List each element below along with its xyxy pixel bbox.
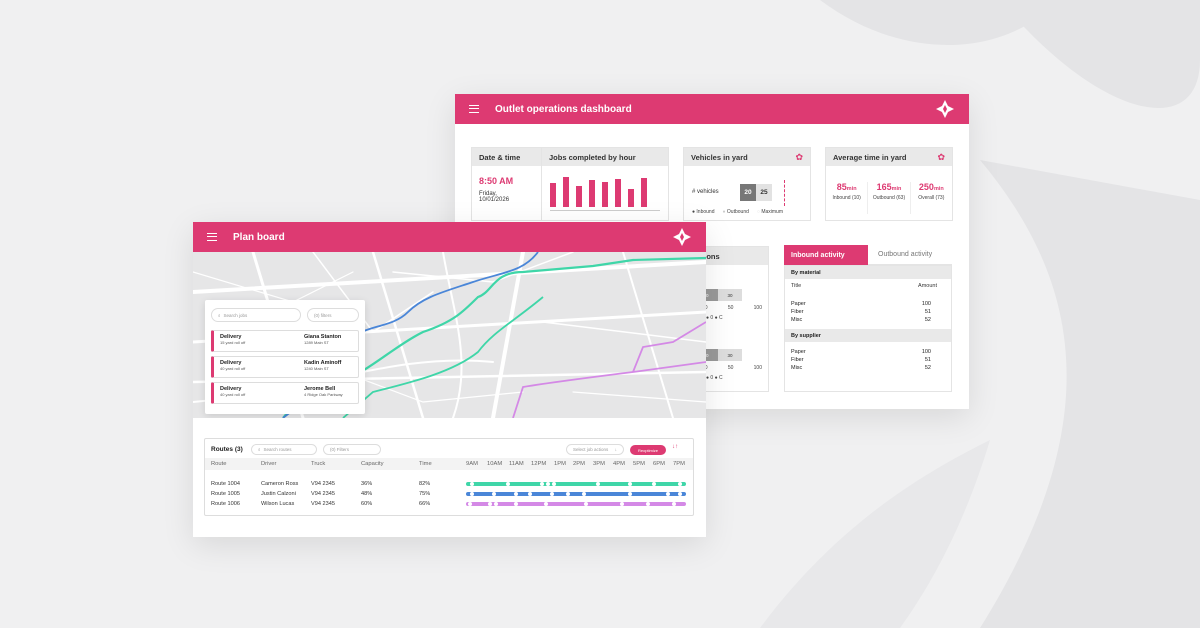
plan-board-window: Plan board	[193, 222, 706, 537]
vehicles-label: # vehicles	[692, 189, 719, 195]
tab-inbound-activity[interactable]: Inbound activity	[784, 245, 868, 265]
legend-inbound: ● Inbound	[692, 209, 715, 215]
col-capacity: Capacity	[361, 461, 384, 467]
vehicles-legend: ● Inbound ● Outbound ○ Maximum	[692, 209, 783, 215]
vehicles-card: Vehicles in yard ✿ # vehicles 20 25 ● Inb…	[683, 147, 811, 221]
jobs-completed-card: Jobs completed by hour	[541, 147, 669, 221]
legend-outbound: ● Outbound	[722, 209, 749, 215]
job-card[interactable]: Delivery 15 yard roll off Giana Stanton 12…	[211, 330, 359, 352]
supplier-rows: Paper 100 Fiber 51 Misc 52	[791, 349, 931, 371]
routes-panel: Routes (3) ⌕ Search routes (0) Filters Se…	[204, 438, 694, 516]
avg-time-card: Average time in yard ✿ 85min Inbound (10)…	[825, 147, 953, 221]
avg-inbound: 85min Inbound (10)	[826, 182, 869, 214]
chevron-down-icon: ↓	[614, 447, 617, 452]
col-time: Time	[419, 461, 432, 467]
timeline-bar-1005[interactable]	[466, 492, 686, 496]
sort-icon[interactable]: ↓↑	[672, 444, 678, 450]
search-icon: ⌕	[218, 312, 221, 318]
search-routes-input[interactable]: ⌕ Search routes	[251, 444, 317, 455]
job-card[interactable]: Delivery 40 yard roll off Jerome Bell 4 Ri…	[211, 382, 359, 404]
plan-title: Plan board	[233, 231, 285, 243]
vehicles-outbound-value: 25	[756, 184, 772, 201]
vehicles-inbound-value: 20	[740, 184, 756, 201]
jobs-bar-chart	[550, 177, 660, 211]
activity-panel: Inbound activity Outbound activity By ma…	[784, 245, 952, 392]
legend-maximum: ○ Maximum	[756, 209, 783, 215]
menu-icon[interactable]	[469, 105, 479, 113]
jobs-completed-title: Jobs completed by hour	[549, 152, 636, 162]
timeline-bar-1004[interactable]	[466, 482, 686, 486]
route-purple-path	[512, 361, 706, 418]
by-material-header: By material	[785, 266, 951, 279]
plan-header: Plan board	[193, 222, 706, 252]
routes-title: Routes (3)	[211, 446, 243, 453]
job-filters-button[interactable]: (0) filters	[307, 308, 359, 322]
job-actions-select[interactable]: Select job actions ↓	[566, 444, 624, 455]
by-supplier-header: By supplier	[785, 329, 951, 342]
col-route: Route	[211, 461, 227, 467]
vehicles-max-line	[784, 180, 785, 206]
settings-gear-icon[interactable]: ✿	[937, 151, 945, 162]
tab-outbound-activity[interactable]: Outbound activity	[868, 245, 952, 265]
job-card[interactable]: Delivery 40 yard roll off Kadin Aminoff 12…	[211, 356, 359, 378]
menu-icon[interactable]	[207, 233, 217, 241]
col-driver: Driver	[261, 461, 277, 467]
jobs-panel: ⌕ Search jobs (0) filters Delivery 15 yard…	[205, 300, 365, 414]
settings-gear-icon[interactable]: ✿	[795, 151, 803, 162]
current-time: 8:50 AM	[479, 176, 514, 186]
current-date: 10/01/2026	[479, 197, 510, 203]
dashboard-header: Outlet operations dashboard	[455, 94, 969, 124]
routes-filters-button[interactable]: (0) Filters	[323, 444, 381, 455]
timeline-bar-1006[interactable]	[466, 502, 686, 506]
col-truck: Truck	[311, 461, 326, 467]
search-jobs-input[interactable]: ⌕ Search jobs	[211, 308, 301, 322]
avg-overall: 250min Overall (73)	[918, 182, 945, 201]
brand-logo-icon	[673, 228, 691, 246]
dashboard-title: Outlet operations dashboard	[495, 103, 632, 115]
vehicles-title: Vehicles in yard	[691, 152, 748, 162]
route-map[interactable]: ⌕ Search jobs (0) filters Delivery 15 yard…	[193, 252, 706, 418]
date-time-title: Date & time	[479, 152, 521, 162]
brand-logo-icon	[936, 100, 954, 118]
search-icon: ⌕	[258, 447, 261, 452]
exceptions-title: eptions	[693, 251, 720, 261]
reoptimize-button[interactable]: Reoptimize	[630, 445, 666, 455]
current-day: Friday,	[479, 191, 497, 197]
avg-time-title: Average time in yard	[833, 152, 907, 162]
avg-outbound: 165min Outbound (63)	[868, 182, 911, 214]
material-rows: Paper 100 Fiber 51 Misc 52	[791, 301, 931, 323]
